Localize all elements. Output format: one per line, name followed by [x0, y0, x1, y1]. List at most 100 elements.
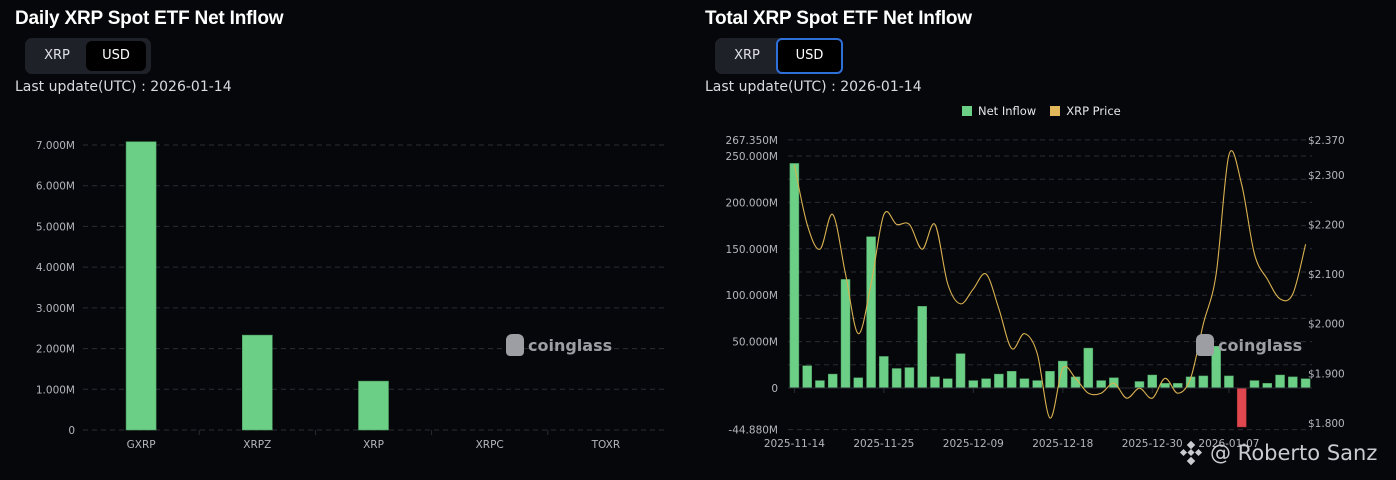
inflow-bar [1198, 375, 1209, 389]
inflow-bar [1058, 360, 1068, 389]
inflow-bar [1262, 383, 1273, 389]
total-inflow-chart: -44.880M 0 50.000M 100.000M 150.000M 200.000M… [726, 135, 1345, 450]
right-y-tick-label: $1.800 [1308, 418, 1345, 430]
y-tick-label: 4.000M [36, 262, 75, 274]
inflow-bar [1006, 371, 1017, 389]
inflow-bar [1275, 374, 1285, 389]
inflow-bar [827, 373, 838, 389]
y-tick-label: 1.000M [36, 384, 75, 396]
inflow-bar [981, 378, 991, 389]
coinglass-text: coinglass [528, 335, 613, 355]
binance-logo-icon [1179, 440, 1203, 466]
daily-inflow-panel: Daily XRP Spot ETF Net Inflow XRP USD La… [0, 0, 690, 480]
inflow-bar [1173, 383, 1183, 389]
total-last-update: Last update(UTC) : 2026-01-14 [705, 79, 922, 95]
left-y-tick-label: 250.000M [726, 151, 778, 163]
inflow-bar [994, 373, 1004, 389]
y-tick-label: 5.000M [36, 221, 75, 233]
y-tick-label: 7.000M [36, 140, 75, 152]
inflow-bar [802, 365, 812, 389]
inflow-bar [943, 378, 953, 389]
x-tick-label: TOXR [591, 439, 621, 451]
right-y-tick-label: $1.900 [1308, 368, 1345, 380]
coinglass-watermark: coinglass [506, 334, 612, 356]
right-y-tick-label: $2.100 [1308, 269, 1345, 281]
inflow-bar [1300, 378, 1311, 389]
right-y-tick-label: $2.000 [1308, 319, 1345, 331]
legend-label-xrp-price[interactable]: XRP Price [1066, 104, 1121, 118]
coinglass-logo-icon [1196, 334, 1214, 356]
total-unit-toggle[interactable]: XRP USD [715, 38, 843, 74]
inflow-bar [1224, 375, 1234, 389]
author-name: @ Roberto Sanz [1210, 441, 1378, 465]
y-tick-label: 0 [68, 425, 75, 437]
inflow-bar [866, 236, 876, 389]
xrp-price-line [793, 150, 1307, 419]
daily-chart-title: Daily XRP Spot ETF Net Inflow [15, 8, 284, 29]
inflow-bar [1160, 383, 1170, 389]
legend-label-net-inflow[interactable]: Net Inflow [978, 104, 1037, 118]
x-tick-label: XRPZ [243, 439, 271, 451]
y-tick-label: 3.000M [36, 303, 75, 315]
left-y-tick-label: -44.880M [728, 425, 778, 437]
right-y-tick-label: $2.300 [1308, 170, 1345, 182]
left-y-tick-label: 50.000M [732, 337, 778, 349]
total-chart-title: Total XRP Spot ETF Net Inflow [705, 8, 972, 29]
inflow-bar [1032, 380, 1042, 389]
inflow-bar [815, 380, 825, 389]
inflow-bar [930, 376, 940, 389]
daily-last-update: Last update(UTC) : 2026-01-14 [15, 79, 232, 95]
left-y-tick-label: 0 [771, 383, 778, 395]
bar-xrpz [242, 334, 273, 431]
inflow-bar [955, 353, 966, 389]
inflow-bar [1147, 374, 1157, 389]
coinglass-watermark-right: coinglass [1196, 334, 1302, 356]
x-tick-label: 2026-01-07 [1198, 438, 1259, 450]
coinglass-logo-icon [506, 334, 524, 356]
legend-swatch-xrp-price [1050, 106, 1061, 116]
x-tick-label: 2025-11-14 [764, 438, 825, 450]
total-toggle-xrp[interactable]: XRP [734, 48, 760, 63]
author-watermark: @ Roberto Sanz [1178, 440, 1377, 466]
x-tick-label: XRP [363, 439, 384, 451]
left-y-tick-label: 150.000M [726, 244, 778, 256]
daily-toggle-xrp[interactable]: XRP [44, 48, 70, 63]
inflow-bar [789, 163, 800, 389]
inflow-bar [1019, 378, 1030, 389]
right-y-tick-label: $2.370 [1308, 135, 1345, 147]
total-toggle-usd[interactable]: USD [776, 38, 843, 74]
inflow-bar [879, 356, 889, 389]
inflow-bar [1288, 376, 1298, 389]
bar-gxrp [125, 141, 157, 431]
inflow-bar [904, 367, 915, 389]
inflow-bar [1249, 380, 1260, 389]
left-y-tick-label: 100.000M [726, 290, 778, 302]
inflow-bar [1096, 380, 1106, 389]
x-tick-label: 2025-11-25 [853, 438, 914, 450]
right-y-tick-label: $2.200 [1308, 219, 1345, 231]
x-tick-label: 2025-12-30 [1122, 438, 1183, 450]
legend-swatch-net-inflow [962, 106, 972, 116]
daily-unit-toggle[interactable]: XRP USD [25, 38, 151, 74]
x-tick-label: GXRP [127, 439, 156, 451]
coinglass-text: coinglass [1218, 335, 1303, 355]
total-inflow-panel: Total XRP Spot ETF Net Inflow XRP USD La… [690, 0, 1396, 480]
inflow-bar [917, 306, 927, 389]
inflow-bar [1134, 381, 1145, 389]
left-y-tick-label: 267.350M [726, 135, 778, 147]
x-tick-label: 2025-12-18 [1032, 438, 1093, 450]
y-tick-label: 6.000M [36, 181, 75, 193]
x-tick-label: 2025-12-09 [943, 438, 1004, 450]
inflow-bar [1083, 347, 1094, 389]
outflow-bar [1236, 387, 1247, 428]
inflow-bar [891, 368, 902, 389]
daily-bar-chart: 0 1.000M 2.000M 3.000M 4.000M 5.000M 6.000M 7.0… [36, 140, 664, 451]
inflow-bar [968, 380, 979, 389]
inflow-bar [840, 279, 851, 389]
daily-toggle-usd[interactable]: USD [86, 41, 146, 71]
bar-xrp [358, 380, 389, 431]
inflow-bar [853, 377, 864, 389]
inflow-bar [1045, 371, 1055, 389]
chart-legend: Net Inflow XRP Price [962, 104, 1121, 118]
left-y-tick-label: 200.000M [726, 197, 778, 209]
